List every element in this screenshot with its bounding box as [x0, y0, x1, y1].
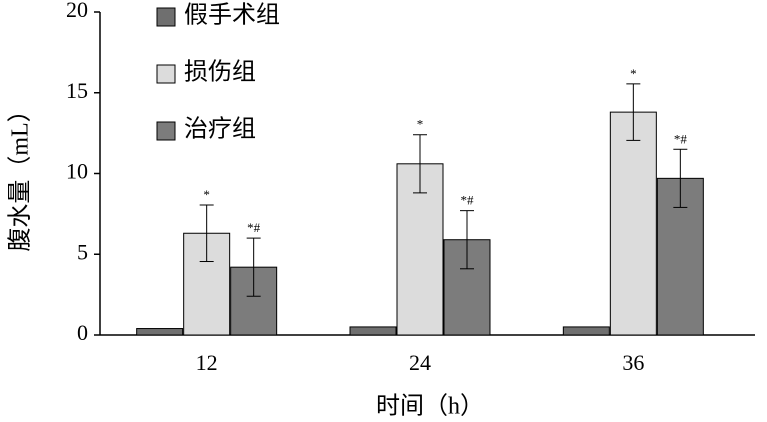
legend-swatch: [156, 121, 176, 141]
x-tick-label: 12: [196, 350, 218, 375]
significance-mark: *: [630, 66, 637, 81]
significance-mark: *: [203, 187, 210, 202]
y-tick-label: 15: [66, 78, 88, 103]
legend-label: 损伤组: [184, 59, 256, 86]
significance-mark: *#: [674, 131, 688, 146]
y-tick-label: 0: [77, 320, 88, 345]
x-tick-label: 24: [409, 350, 431, 375]
bar: [609, 111, 657, 336]
y-axis-label: 腹水量（mL）: [7, 98, 34, 251]
significance-mark: *: [417, 117, 424, 132]
bar: [562, 326, 610, 336]
y-tick-label: 20: [66, 0, 88, 22]
significance-mark: *#: [247, 220, 261, 235]
legend-swatch: [156, 64, 176, 84]
legend-label: 假手术组: [184, 2, 280, 29]
legend-swatch: [156, 7, 176, 27]
x-tick-label: 36: [622, 350, 644, 375]
x-axis-label: 时间（h）: [376, 393, 484, 420]
y-tick-label: 5: [77, 239, 88, 264]
bar: [136, 328, 184, 336]
legend-label: 治疗组: [184, 116, 256, 143]
y-tick-label: 10: [66, 159, 88, 184]
significance-mark: *#: [461, 193, 475, 208]
bar: [349, 326, 397, 336]
